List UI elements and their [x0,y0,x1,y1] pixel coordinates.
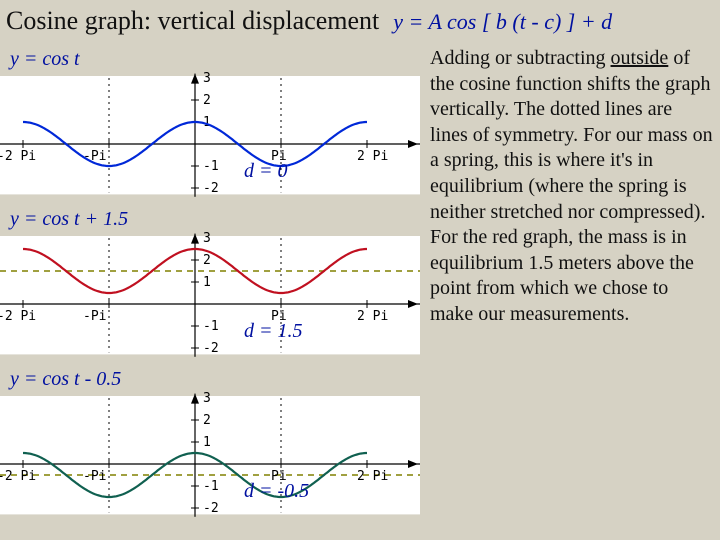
func-label-0: y = cos t [10,48,80,71]
svg-text:2 Pi: 2 Pi [357,309,388,324]
svg-text:-2: -2 [203,501,219,516]
svg-text:-2 Pi: -2 Pi [0,469,36,484]
svg-text:-1: -1 [203,319,219,334]
func-label-2: y = cos t - 0.5 [10,368,121,391]
svg-text:-2: -2 [203,341,219,356]
svg-text:-Pi: -Pi [83,149,106,164]
d-label-0: d = 0 [244,160,288,183]
svg-text:-2 Pi: -2 Pi [0,309,36,324]
explanation-text: Adding or subtracting outside of the cos… [430,46,714,328]
explain-underlined: outside [611,47,669,69]
graph-block-1: y = cos t + 1.5 321-1-2-2 Pi-PiPi2 Pi d … [0,204,420,364]
svg-text:2: 2 [203,93,211,108]
svg-text:-1: -1 [203,479,219,494]
func-label-1: y = cos t + 1.5 [10,208,128,231]
svg-text:3: 3 [203,391,211,406]
svg-text:-1: -1 [203,159,219,174]
svg-text:2 Pi: 2 Pi [357,149,388,164]
page-title: Cosine graph: vertical displacement [6,6,379,36]
graph-block-2: y = cos t - 0.5 321-1-2-2 Pi-PiPi2 Pi d … [0,364,420,524]
d-label-1: d = 1.5 [244,320,303,343]
svg-text:-Pi: -Pi [83,469,106,484]
graphs-column: y = cos t 321-1-2-2 Pi-PiPi2 Pi d = 0 y … [0,44,420,524]
explain-post: of the cosine function shifts the graph … [430,47,713,325]
d-label-2: d = -0.5 [244,480,309,503]
svg-text:3: 3 [203,231,211,246]
svg-text:-2: -2 [203,181,219,196]
svg-text:3: 3 [203,71,211,86]
title-row: Cosine graph: vertical displacement y = … [6,6,714,36]
svg-text:2: 2 [203,253,211,268]
svg-text:-Pi: -Pi [83,309,106,324]
svg-text:1: 1 [203,275,211,290]
svg-text:1: 1 [203,435,211,450]
svg-text:2 Pi: 2 Pi [357,469,388,484]
svg-text:-2 Pi: -2 Pi [0,149,36,164]
general-formula: y = A cos [ b (t - c) ] + d [393,9,612,35]
explain-pre: Adding or subtracting [430,47,611,69]
graph-block-0: y = cos t 321-1-2-2 Pi-PiPi2 Pi d = 0 [0,44,420,204]
svg-text:2: 2 [203,413,211,428]
